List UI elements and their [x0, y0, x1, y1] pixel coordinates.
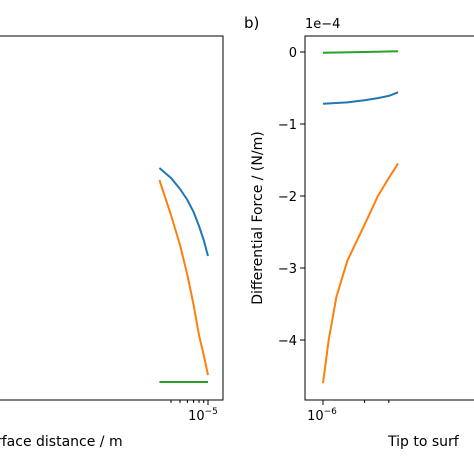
panel-b-xtick-base: 10 — [307, 409, 324, 424]
panel-b-frame — [304, 35, 474, 401]
panel-b-xlabel: Tip to surf — [387, 434, 460, 450]
panel-a-xlabel: rface distance / m — [0, 434, 123, 450]
panel-b-ytick-label-2: −2 — [278, 190, 297, 205]
panel-b-xtick-label: 10−6 — [307, 407, 337, 424]
panel-a: 10−5 rface distance / m — [0, 35, 224, 450]
panel-b-yticks: 0 −1 −2 −3 −4 — [278, 46, 305, 349]
panel-b-ytick-label-4: −4 — [278, 334, 297, 349]
panel-b-series — [322, 50, 399, 384]
panel-b-series-line-2 — [322, 50, 399, 54]
panel-b-ytick-label-3: −3 — [278, 262, 297, 277]
panel-a-minor-ticks — [170, 400, 205, 403]
panel-b-ytick-label-0: 0 — [289, 46, 297, 61]
panel-b-series-line-1 — [322, 163, 399, 384]
panel-a-series — [158, 167, 209, 383]
panel-b-label: b) — [244, 14, 259, 32]
panel-a-series-line-0 — [158, 167, 209, 257]
panel-a-frame — [0, 35, 224, 401]
panel-b-ylabel: Differential Force / (N/m) — [250, 131, 266, 304]
panel-b-series-line-0 — [322, 91, 399, 105]
panel-b-xtick-exp: −6 — [324, 407, 338, 417]
panel-a-xtick-exp: −5 — [205, 407, 218, 417]
panel-b-ytick-label-1: −1 — [278, 118, 297, 133]
panel-a-xtick-label: 10−5 — [188, 407, 218, 424]
panel-b-offset-text: 1e−4 — [305, 17, 340, 32]
panel-a-series-line-1 — [158, 179, 209, 376]
panel-b: b) 1e−4 Differential Force / (N/m) 0 −1 −2… — [244, 14, 474, 450]
panel-b-minor-ticks — [364, 400, 390, 403]
panel-a-xtick-base: 10 — [188, 409, 205, 424]
